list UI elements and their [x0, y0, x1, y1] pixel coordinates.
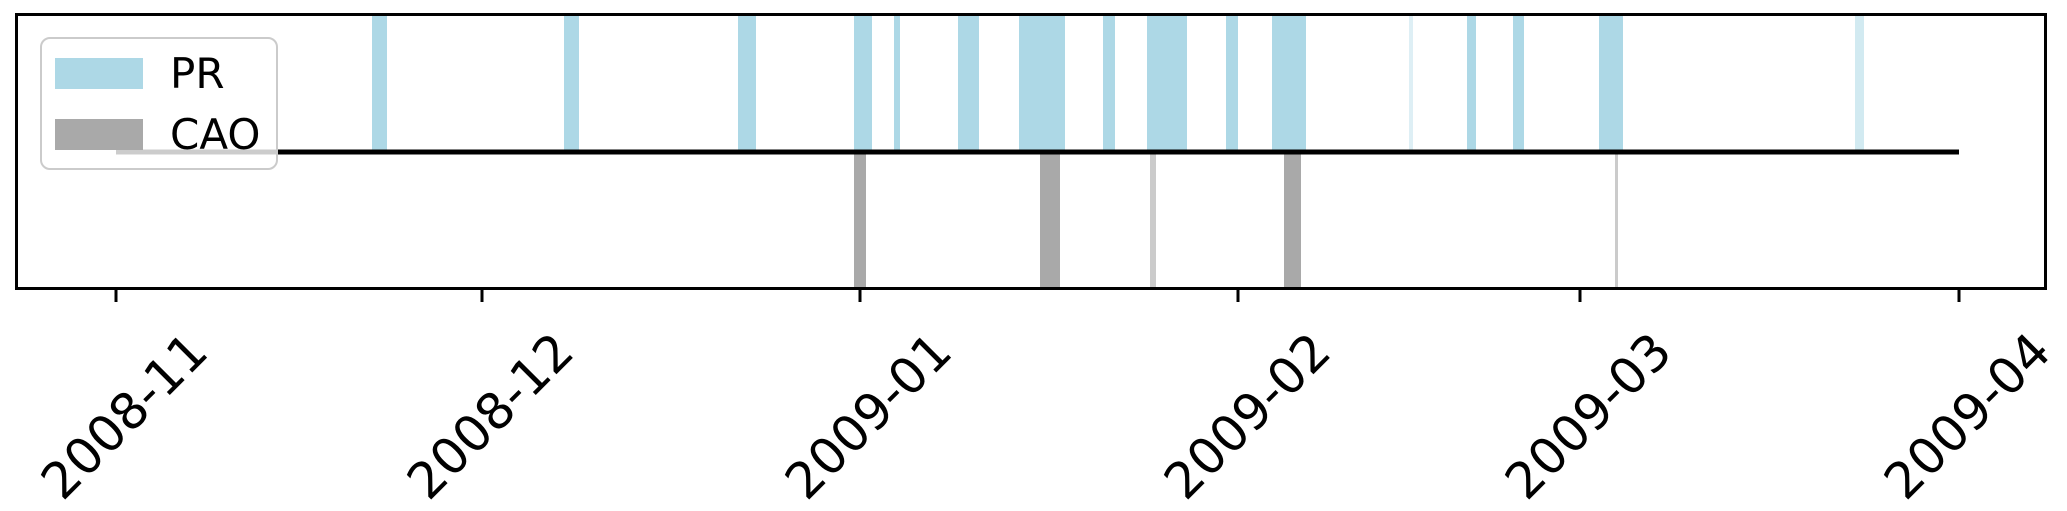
event-bar-pr: [854, 16, 873, 152]
event-bar-pr: [1513, 16, 1524, 152]
event-bar-pr: [738, 16, 757, 152]
x-axis-tick: [114, 290, 118, 302]
event-bar-pr: [1102, 16, 1115, 152]
pr-legend-swatch: [55, 57, 143, 89]
event-bar-pr: [1409, 16, 1414, 152]
legend-row-pr: PR: [55, 48, 263, 98]
x-tick-label: 2008-12: [395, 321, 585, 511]
x-axis-tick: [858, 290, 862, 302]
event-bar-cao: [1040, 151, 1060, 287]
event-bar-pr: [1146, 16, 1187, 152]
event-bar-cao: [854, 151, 867, 287]
legend-row-cao: CAO: [55, 109, 263, 159]
event-bar-pr: [1272, 16, 1306, 152]
event-bar-pr: [1018, 16, 1065, 152]
cao-legend-swatch: [55, 118, 143, 150]
event-bar-pr: [1226, 16, 1239, 152]
event-bar-pr: [957, 16, 980, 152]
cao-legend-label: CAO: [170, 109, 261, 159]
timeline-baseline: [115, 149, 1959, 154]
event-bar-pr: [564, 16, 580, 152]
event-bar-pr: [1854, 16, 1864, 152]
event-bar-cao: [1284, 151, 1302, 287]
event-bar-pr: [1598, 16, 1623, 152]
x-tick-label: 2009-03: [1494, 321, 1684, 511]
x-axis-tick: [1236, 290, 1240, 302]
x-tick-label: 2009-02: [1152, 321, 1342, 511]
event-bar-pr: [1467, 16, 1477, 152]
x-axis-tick: [1578, 290, 1582, 302]
x-tick-label: 2008-11: [29, 321, 219, 511]
pr-events-band: [18, 16, 2044, 152]
x-tick-label: 2009-04: [1872, 321, 2062, 511]
x-axis-tick: [480, 290, 484, 302]
event-bar-cao: [1149, 151, 1157, 287]
cao-events-band: [18, 151, 2044, 287]
x-axis-tick: [1957, 290, 1961, 302]
plot-area: [15, 13, 2047, 290]
event-bar-pr: [893, 16, 900, 152]
pr-legend-label: PR: [170, 48, 225, 98]
x-tick-label: 2009-01: [774, 321, 964, 511]
legend: PR CAO: [40, 37, 278, 170]
event-bar-pr: [371, 16, 388, 152]
event-bar-cao: [1615, 151, 1619, 287]
